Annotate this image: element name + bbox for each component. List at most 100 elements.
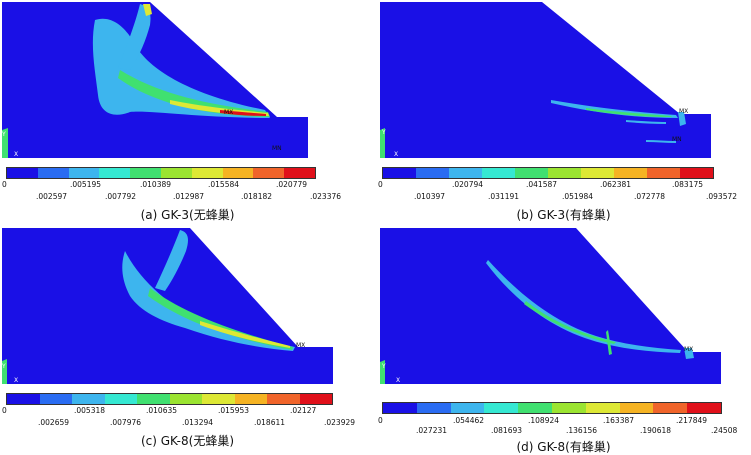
colorbar-swatch [39,394,72,404]
contour-plot-c: MX Y X [1,228,333,384]
colorbar-swatch [653,403,688,413]
caption-a: (a) GK-3(无蜂巢) [140,208,235,222]
panel-a: MX MN Y X 0 .005195 .010389 .015584 .020… [0,0,375,225]
axis-y-label: Y [1,131,6,138]
panel-c: MX Y X 0 .005318 .010635 .015953 .02127 … [0,226,375,451]
axis-x-label: X [14,377,18,384]
toe-strip [2,359,7,384]
shear-band-red [220,110,266,116]
colorbar-swatch [7,168,38,178]
seepage-lens [626,120,666,124]
colorbar-swatch [619,403,654,413]
shear-band-yellow [200,321,290,348]
tick-top-0: 0 [2,180,7,189]
tick-top-0: 0 [378,416,383,425]
tick-bottom-1: .031191 [488,192,520,201]
mn-label: MN [272,145,282,152]
colorbar-swatch [450,403,485,413]
colorbar-swatch [416,168,449,178]
shear-band-upper-finger [155,230,188,291]
colorbar-swatch [416,403,451,413]
tick-top-1: .054462 [453,416,485,425]
colorbar-swatch [284,168,315,178]
colorbar-swatch [383,168,416,178]
colorbar-swatch [169,394,202,404]
tick-bottom-2: .012987 [173,192,205,201]
tick-bottom-2: .051984 [562,192,594,201]
mx-label: MX [684,346,693,353]
toe-hotspot [684,348,694,359]
toe-hotspot [678,112,686,126]
seepage-lens-lower [646,140,676,143]
colorbar-swatch [515,168,548,178]
shear-band-yellow [170,100,269,116]
colorbar-swatch [68,168,100,178]
colorbar-swatch [614,168,647,178]
colorbar-swatch [130,168,161,178]
mx-label: MX [224,109,233,116]
tick-top-1: .020794 [452,180,484,189]
colorbar-swatch [482,168,515,178]
tick-top-4: .020779 [276,180,308,189]
colorbar-swatch [104,394,137,404]
colorbar-b [382,167,714,179]
axis-y-label: Y [381,129,386,136]
colorbar-swatch [202,394,235,404]
colorbar-swatch [551,403,586,413]
tick-top-1: .005195 [70,180,102,189]
panel-b: MX MN Y X 0 .020794 .041587 .062381 .083… [376,0,751,225]
tick-bottom-3: .018182 [241,192,273,201]
tick-bottom-0: .027231 [416,426,448,435]
colorbar-swatch [37,168,69,178]
tick-top-2: .108924 [528,416,560,425]
seepage-spike [606,330,612,355]
colorbar-swatch [7,394,40,404]
tick-bottom-3: .018611 [254,418,286,427]
caption-d: (d) GK-8(有蜂巢) [516,440,611,454]
tick-bottom-0: .010397 [414,192,446,201]
colorbar-swatch [99,168,131,178]
colorbar-swatch [234,394,267,404]
tick-bottom-3: .072778 [634,192,666,201]
contour-plot-b: MX MN Y X [380,2,711,158]
colorbar-swatch [72,394,105,404]
tick-bottom-4: .023929 [324,418,356,427]
colorbar-swatch [267,394,300,404]
shear-band-cyan [551,100,678,118]
tick-top-3: .163387 [603,416,635,425]
tick-bottom-1: .007976 [110,418,142,427]
colorbar-swatch [484,403,519,413]
tick-top-4: .02127 [290,406,317,415]
colorbar-swatch [680,168,713,178]
colorbar-swatch [137,394,170,404]
caption-b: (b) GK-3(有蜂巢) [516,208,611,222]
mx-label: MX [679,108,688,115]
contour-plot-a: MX MN Y X [1,2,308,158]
shear-band-green [586,108,672,117]
tick-top-0: 0 [378,180,383,189]
tick-top-3: .015584 [208,180,240,189]
colorbar-c [6,393,333,405]
axis-y-label: Y [1,363,6,370]
mn-label: MN [672,136,682,143]
tick-bottom-2: .013294 [182,418,214,427]
tick-top-2: .010635 [146,406,178,415]
colorbar-swatch [647,168,680,178]
colorbar-swatch [191,168,223,178]
axis-x-label: X [14,151,18,158]
shear-band-cyan [92,18,270,118]
tick-top-4: .083175 [672,180,704,189]
slope-domain [380,228,721,384]
tick-bottom-3: .190618 [640,426,672,435]
tick-bottom-1: .007792 [105,192,137,201]
shear-band-upper-finger [118,4,151,70]
tick-top-2: .041587 [526,180,558,189]
toe-strip [380,128,385,158]
colorbar-swatch [160,168,192,178]
tick-top-3: .062381 [600,180,632,189]
colorbar-swatch [548,168,581,178]
colorbar-swatch [687,403,721,413]
tick-bottom-0: .002659 [38,418,70,427]
tick-bottom-1: .081693 [491,426,523,435]
mx-label: MX [296,342,305,349]
